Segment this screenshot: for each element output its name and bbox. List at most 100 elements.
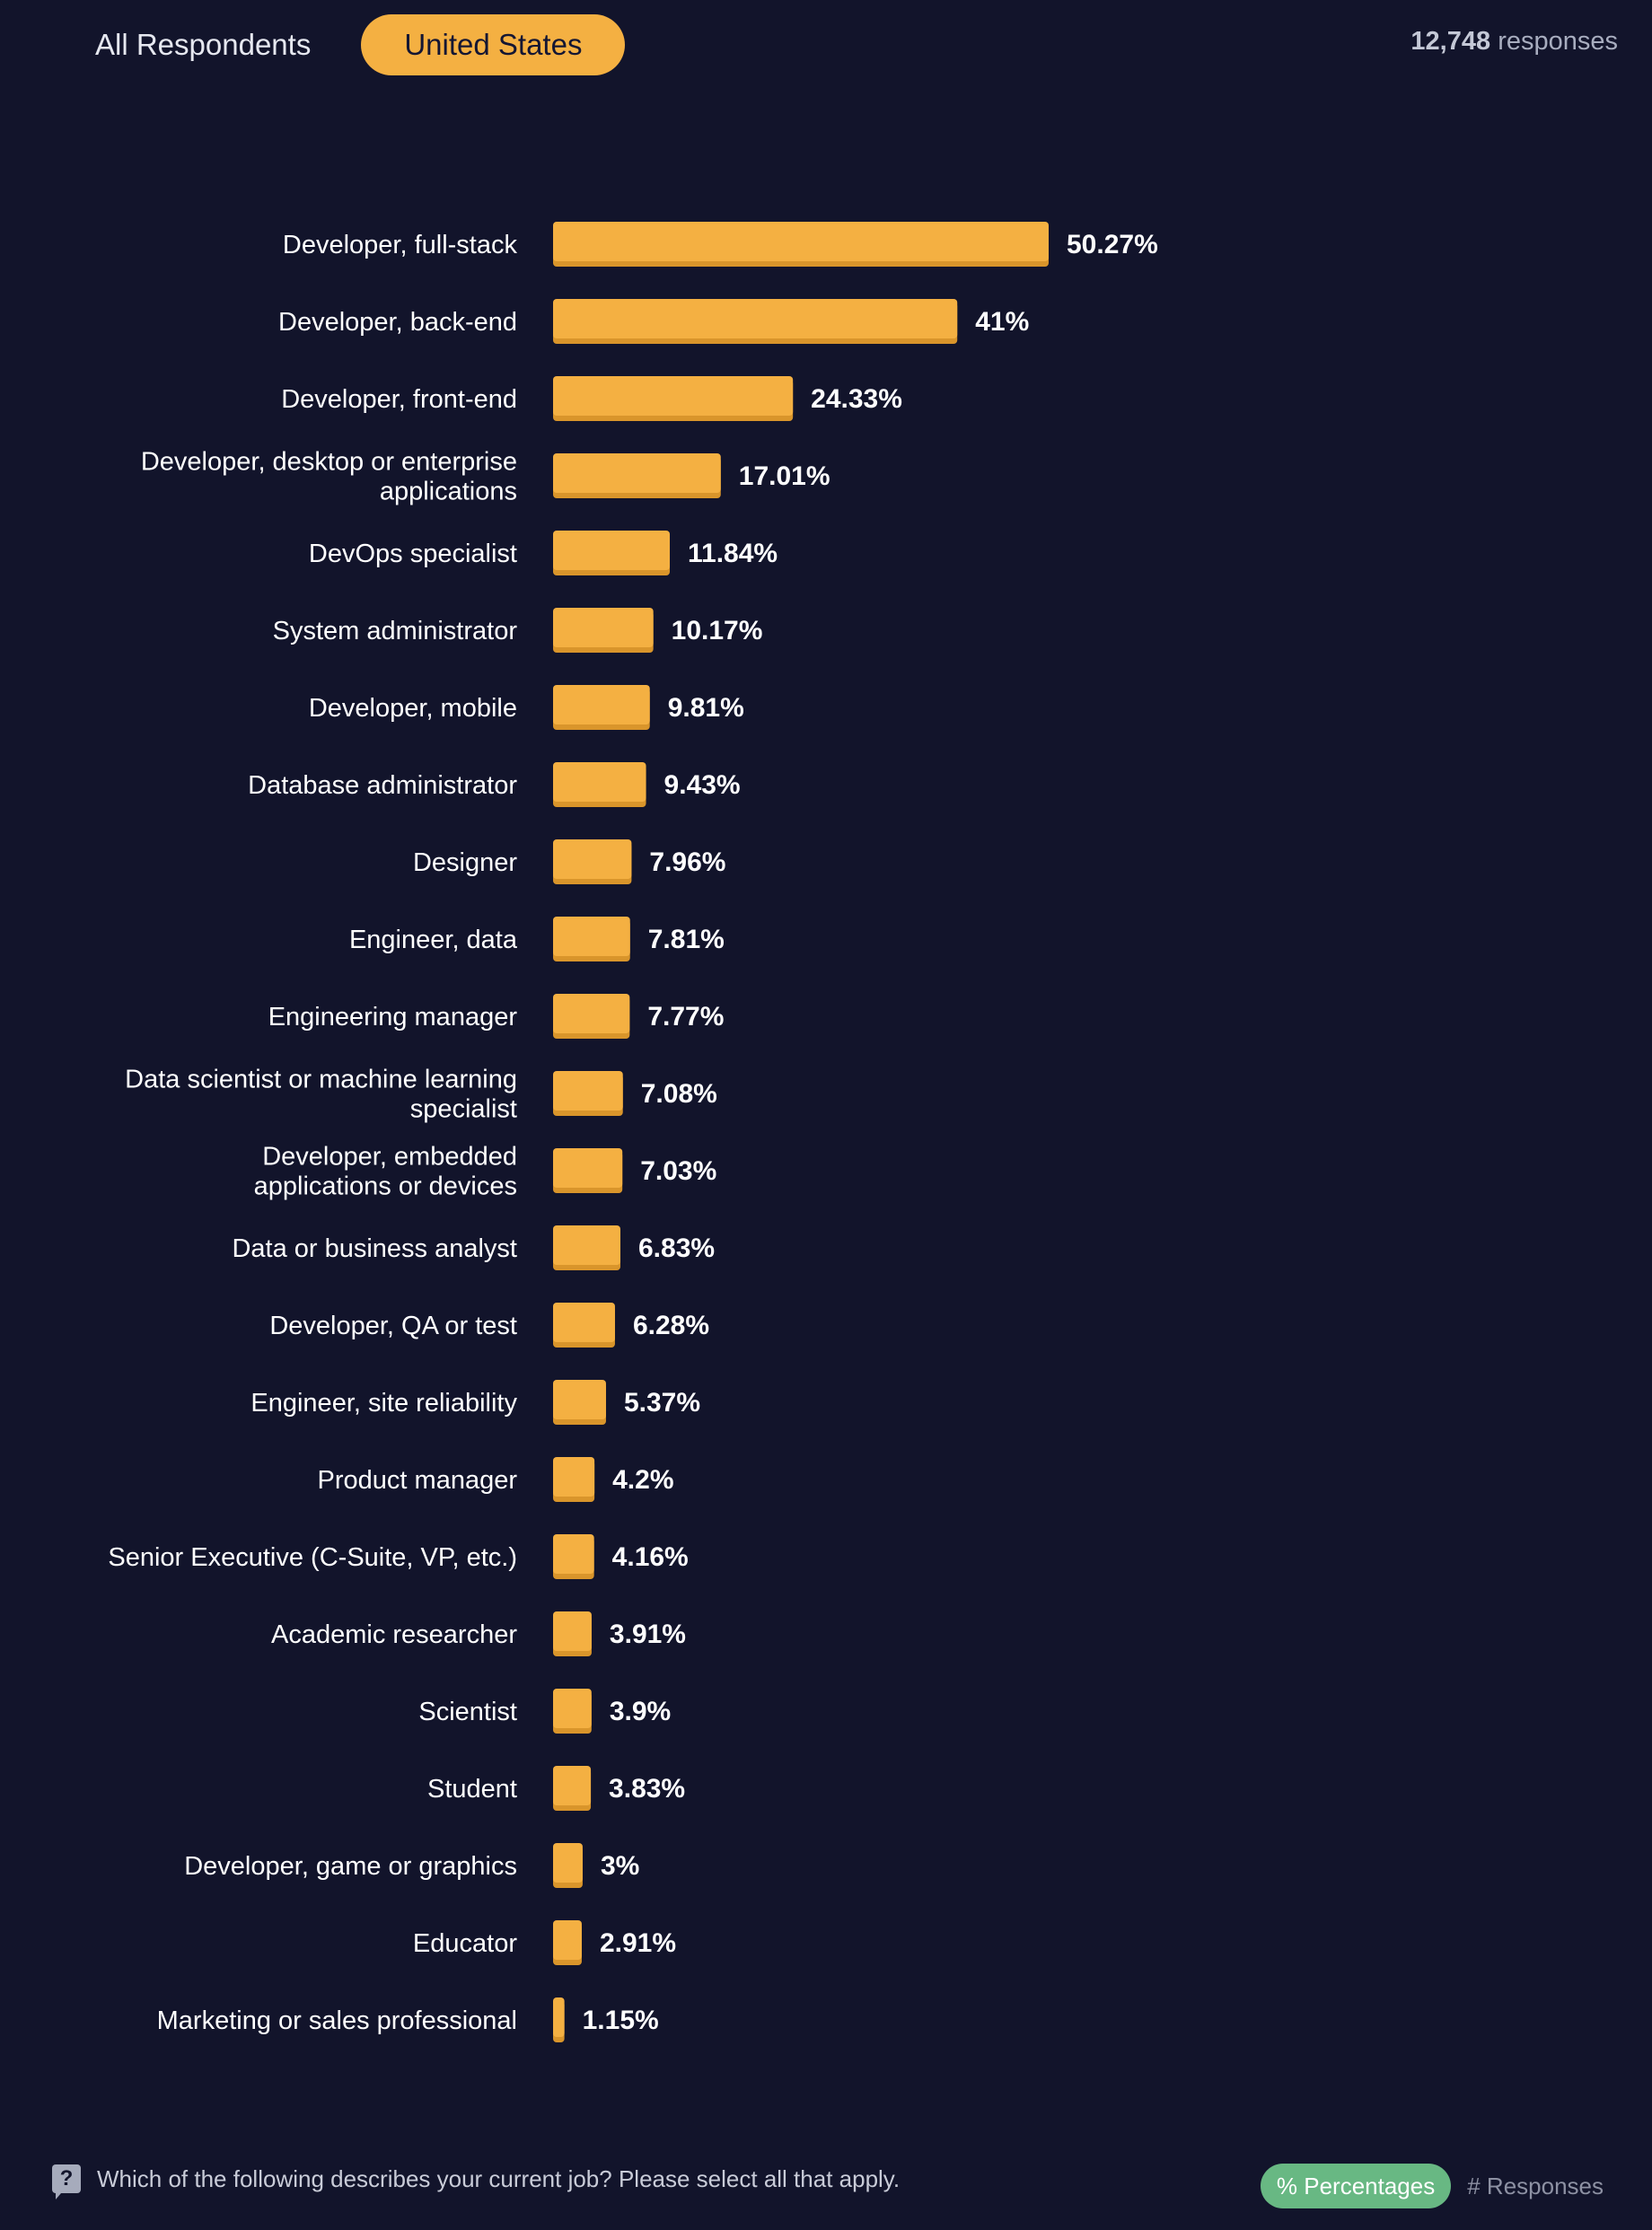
bar[interactable] [553,453,721,493]
bar[interactable] [553,222,1049,261]
category-label: Developer, back-end [278,308,517,337]
category-label-line: Developer, front-end [281,385,517,414]
bar[interactable] [553,1611,592,1651]
bar[interactable] [553,1843,583,1883]
category-label: Developer, full-stack [283,231,518,259]
bar[interactable] [553,376,794,416]
bar[interactable] [553,839,632,879]
category-label-line: specialist [410,1095,517,1124]
category-label-line: Designer [413,848,517,877]
value-label: 10.17% [672,616,763,645]
category-label-line: Developer, embedded [262,1143,517,1172]
value-label: 9.43% [664,770,741,800]
value-label: 24.33% [811,384,902,414]
value-label: 11.84% [688,539,778,568]
value-label: 4.2% [612,1465,673,1495]
responses-toggle[interactable]: # Responses [1467,2172,1604,2199]
category-label-line: System administrator [273,617,518,645]
value-label: 3.9% [610,1697,671,1726]
value-label: 7.81% [648,925,725,954]
bar[interactable] [553,994,630,1033]
value-label: 7.77% [647,1002,724,1032]
category-label: Database administrator [248,771,517,800]
percentages-toggle[interactable]: % Percentages [1260,2164,1452,2208]
category-label-line: Data scientist or machine learning [125,1066,517,1094]
category-label: Marketing or sales professional [157,2006,517,2035]
category-label-line: Developer, QA or test [269,1312,517,1340]
view-toggle: % Percentages # Responses [1260,2164,1604,2208]
category-label-line: Engineer, data [349,926,518,954]
category-label-line: Scientist [418,1698,517,1726]
bar[interactable] [553,608,654,647]
value-label: 5.37% [624,1388,700,1418]
responses-suffix: responses [1498,27,1618,56]
value-label: 50.27% [1067,230,1158,259]
bar[interactable] [553,1148,623,1188]
category-label: Engineer, data [349,926,518,954]
value-label: 6.83% [638,1234,715,1263]
category-label: Senior Executive (C-Suite, VP, etc.) [108,1543,517,1572]
value-label: 41% [975,307,1029,337]
category-label-line: Engineer, site reliability [250,1389,517,1418]
value-label: 3% [601,1851,639,1881]
category-label-line: Student [427,1775,517,1804]
category-label: Academic researcher [271,1620,517,1649]
value-label: 7.08% [641,1079,717,1109]
category-label-line: Senior Executive (C-Suite, VP, etc.) [108,1543,517,1572]
category-label-line: applications [380,478,517,506]
bar[interactable] [553,1303,615,1342]
value-label: 6.28% [633,1311,709,1340]
category-label: Educator [413,1929,517,1958]
bar[interactable] [553,1997,565,2037]
category-label: Product manager [318,1466,518,1495]
bar-chart: 50.27% Developer, full-stack 41% Developer,… [108,222,1158,2042]
category-label: Developer, QA or test [269,1312,517,1340]
bar[interactable] [553,917,630,956]
value-label: 7.96% [649,847,725,877]
category-label-line: Developer, mobile [309,694,517,723]
category-label: Engineering manager [268,1003,518,1032]
category-label: DevOps specialist [309,540,517,568]
category-label: Developer, game or graphics [184,1852,517,1881]
bar[interactable] [553,1457,595,1497]
category-label-line: Marketing or sales professional [157,2006,517,2035]
question-text: Which of the following describes your cu… [97,2164,901,2192]
bar[interactable] [553,1689,592,1728]
category-label: Developer, embedded applications or devic… [254,1143,517,1201]
value-label: 1.15% [583,2006,659,2035]
bar[interactable] [553,531,671,570]
category-label-line: Developer, desktop or enterprise [141,448,517,477]
bar[interactable] [553,1534,594,1574]
category-label: Data or business analyst [232,1234,517,1263]
bar[interactable] [553,1225,620,1265]
tab-united-states[interactable]: United States [361,14,626,75]
bar[interactable] [553,1920,582,1960]
category-label: Scientist [418,1698,517,1726]
respondent-tabs: All Respondents United States [65,14,645,75]
bar[interactable] [553,299,958,338]
category-label: Engineer, site reliability [250,1389,517,1418]
category-label: System administrator [273,617,518,645]
tab-all-respondents[interactable]: All Respondents [95,28,312,61]
value-label: 17.01% [739,461,830,491]
question-icon: ? [52,2164,81,2199]
category-label-line: Developer, back-end [278,308,517,337]
category-label-line: Developer, game or graphics [184,1852,517,1881]
bar[interactable] [553,1071,623,1111]
value-label: 9.81% [668,693,744,723]
responses-count: 12,748 responses [1410,27,1618,57]
bar[interactable] [553,1766,592,1805]
responses-number: 12,748 [1410,27,1491,56]
value-label: 3.91% [610,1620,686,1649]
category-label-line: applications or devices [254,1172,517,1201]
category-label: Developer, mobile [309,694,517,723]
bar[interactable] [553,685,650,724]
category-label: Designer [413,848,517,877]
bar[interactable] [553,1380,606,1419]
category-label-line: Developer, full-stack [283,231,518,259]
value-label: 4.16% [612,1542,689,1572]
value-label: 3.83% [609,1774,685,1804]
bar[interactable] [553,762,646,802]
question-footer: ? Which of the following describes your … [52,2164,901,2199]
category-label-line: DevOps specialist [309,540,517,568]
